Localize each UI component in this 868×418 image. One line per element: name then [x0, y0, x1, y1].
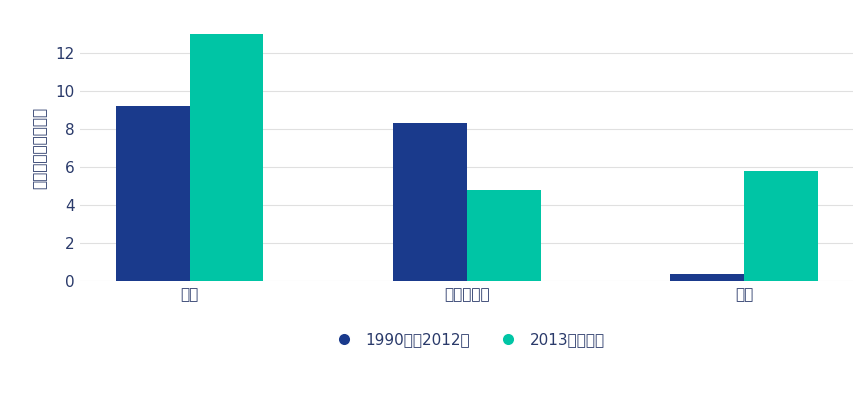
Bar	[467, 190, 541, 281]
Bar	[744, 171, 818, 281]
Legend: 1990年～2012年, 2013年～現在: 1990年～2012年, 2013年～現在	[323, 326, 611, 353]
Bar	[115, 106, 189, 281]
Bar	[189, 34, 264, 281]
Y-axis label: 年率リターン（％）: 年率リターン（％）	[32, 107, 48, 189]
Bar	[393, 123, 467, 281]
Bar	[670, 274, 744, 281]
